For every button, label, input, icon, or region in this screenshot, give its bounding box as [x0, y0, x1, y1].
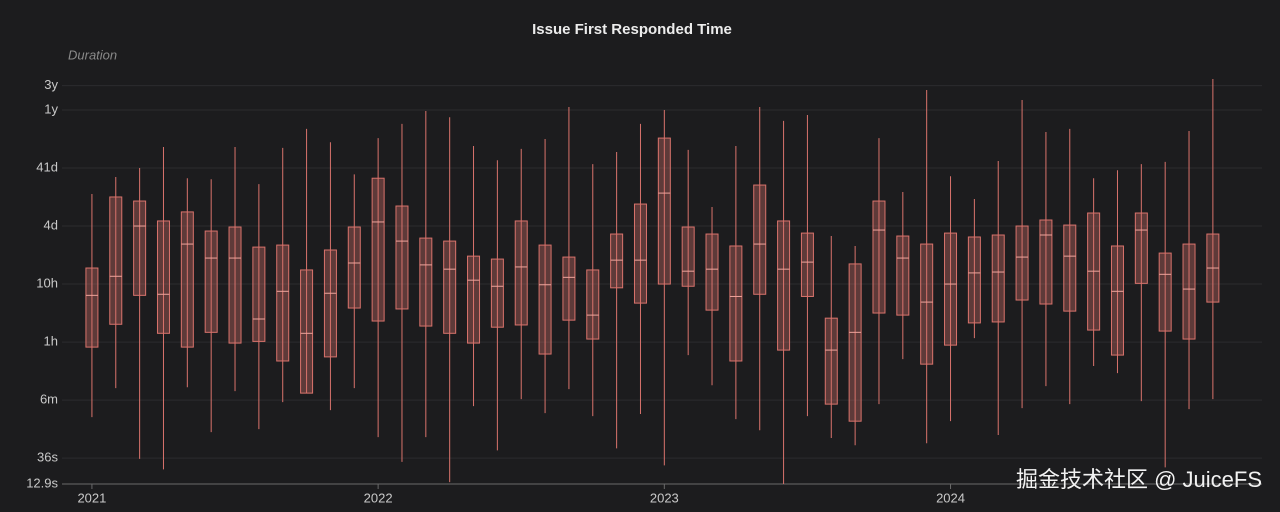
- box: [633, 203, 647, 304]
- box: [467, 255, 481, 344]
- box: [896, 235, 910, 316]
- box: [657, 137, 671, 285]
- box: [586, 269, 600, 340]
- box: [1039, 219, 1053, 305]
- box: [872, 200, 886, 314]
- x-tick-label: 2022: [364, 490, 393, 505]
- box: [1134, 212, 1148, 284]
- watermark: 掘金技术社区 @ JuiceFS: [1016, 467, 1262, 492]
- box: [753, 184, 767, 295]
- y-tick-label: 12.9s: [26, 475, 58, 490]
- box: [85, 267, 99, 348]
- y-tick-label: 1y: [44, 101, 58, 116]
- x-tick-label: 2023: [650, 490, 679, 505]
- box: [681, 226, 695, 287]
- y-tick-label: 36s: [37, 450, 58, 465]
- box: [490, 258, 504, 328]
- box: [180, 211, 194, 348]
- y-tick-label: 41d: [36, 159, 58, 174]
- box: [514, 220, 528, 326]
- y-axis-label: Duration: [68, 47, 117, 62]
- box: [848, 263, 862, 422]
- x-tick-label: 2024: [936, 490, 965, 505]
- box: [109, 196, 123, 325]
- box: [777, 220, 791, 351]
- box: [252, 246, 266, 342]
- box: [944, 232, 958, 346]
- box: [562, 256, 576, 321]
- box: [967, 236, 981, 324]
- box: [705, 233, 719, 311]
- y-tick-label: 3y: [44, 77, 58, 92]
- box: [729, 245, 743, 362]
- box: [371, 177, 385, 322]
- chart-title: Issue First Responded Time: [532, 21, 732, 38]
- box: [300, 269, 314, 394]
- y-tick-label: 1h: [44, 334, 58, 349]
- y-tick-label: 10h: [36, 275, 58, 290]
- box: [347, 226, 361, 309]
- y-tick-label: 6m: [40, 392, 58, 407]
- box: [920, 243, 934, 365]
- box: [276, 244, 290, 362]
- x-tick-label: 2021: [77, 490, 106, 505]
- box: [1063, 224, 1077, 312]
- box: [395, 205, 409, 310]
- box: [1182, 243, 1196, 340]
- box: [156, 220, 170, 334]
- box: [323, 249, 337, 358]
- box: [824, 317, 838, 405]
- box: [443, 240, 457, 334]
- box: [1015, 225, 1029, 301]
- box: [1158, 252, 1172, 332]
- y-tick-label: 4d: [44, 217, 58, 232]
- box: [133, 200, 147, 296]
- box: [800, 232, 814, 297]
- box: [538, 244, 552, 355]
- box: [610, 233, 624, 289]
- box: [991, 234, 1005, 323]
- box: [1110, 245, 1124, 356]
- box: [204, 230, 218, 333]
- box: [228, 226, 242, 344]
- box: [419, 237, 433, 327]
